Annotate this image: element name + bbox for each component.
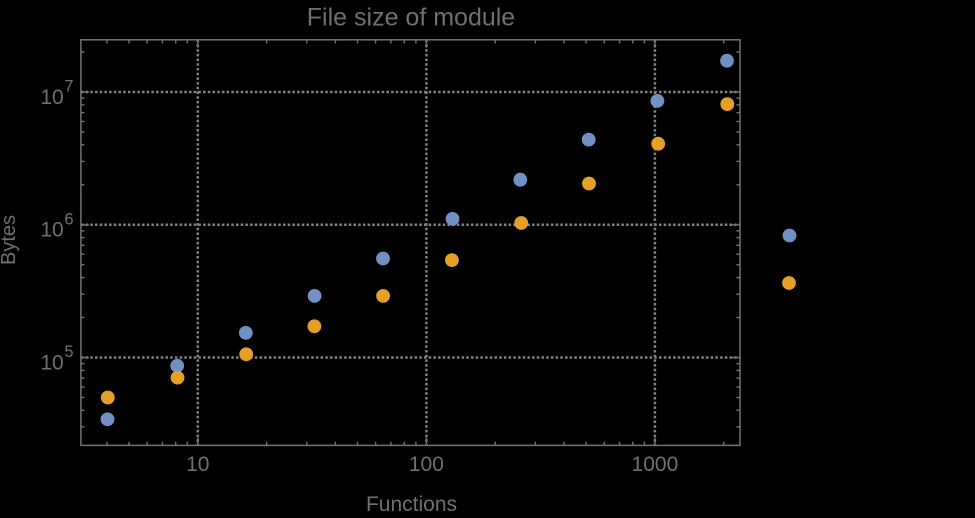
svg-text:100: 100 [409, 453, 444, 476]
svg-text:File size of module: File size of module [307, 3, 515, 31]
svg-text:5: 5 [64, 343, 73, 361]
svg-text:10: 10 [40, 86, 63, 109]
svg-text:10: 10 [186, 453, 209, 476]
svg-text:Bytes: Bytes [0, 215, 20, 265]
svg-text:6: 6 [64, 210, 73, 228]
svg-text:7: 7 [64, 78, 73, 96]
svg-text:10: 10 [40, 351, 63, 374]
svg-text:Functions: Functions [366, 493, 457, 513]
svg-text:10: 10 [40, 219, 63, 242]
svg-text:1000: 1000 [632, 453, 679, 476]
